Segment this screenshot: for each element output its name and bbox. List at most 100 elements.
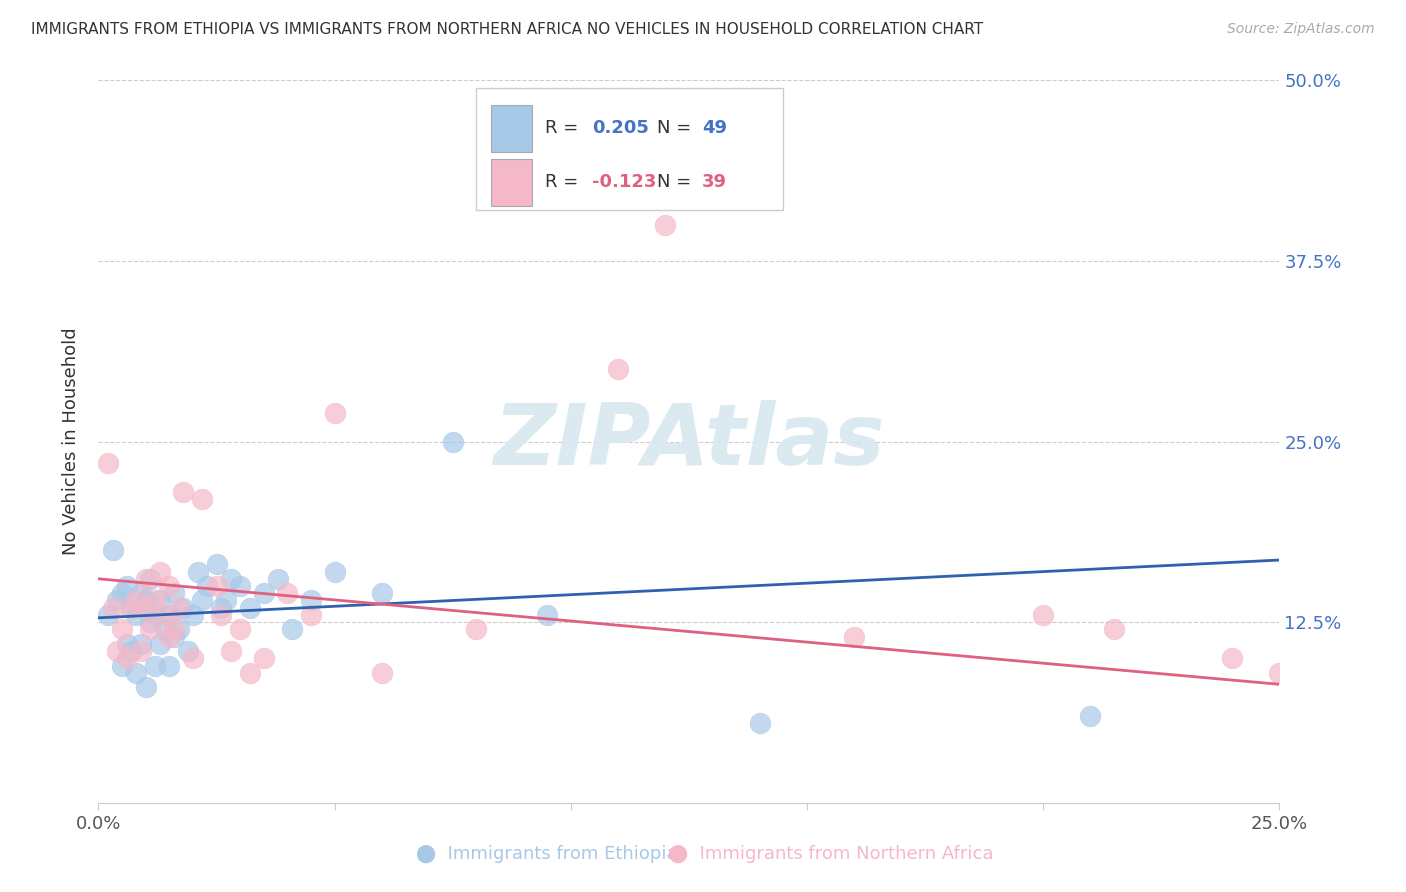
Point [371, 586, 394, 600]
Text: 39: 39 [702, 173, 727, 192]
Point [129, 644, 152, 658]
FancyBboxPatch shape [477, 87, 783, 211]
Point [125, 593, 148, 607]
Text: Source: ZipAtlas.com: Source: ZipAtlas.com [1227, 22, 1375, 37]
Point [299, 593, 322, 607]
Text: N =: N = [657, 173, 697, 192]
Point [323, 565, 346, 579]
Point [139, 623, 162, 637]
Text: ⬤  Immigrants from Northern Africa: ⬤ Immigrants from Northern Africa [668, 844, 994, 863]
Point [135, 593, 157, 607]
Point [654, 218, 676, 232]
Point [135, 600, 157, 615]
Point [97, 456, 120, 470]
Text: 49: 49 [702, 120, 727, 137]
Point [105, 593, 128, 607]
Point [163, 630, 186, 644]
Text: R =: R = [546, 120, 583, 137]
Text: ⬤  Immigrants from Ethiopia: ⬤ Immigrants from Ethiopia [416, 844, 678, 863]
Point [607, 362, 630, 376]
Point [209, 600, 232, 615]
Point [219, 644, 242, 658]
Point [1220, 651, 1243, 665]
Point [143, 593, 166, 607]
Point [157, 579, 180, 593]
Point [135, 572, 157, 586]
Point [191, 492, 214, 507]
Text: ZIPAtlas: ZIPAtlas [494, 400, 884, 483]
Point [253, 586, 276, 600]
Point [143, 658, 166, 673]
Text: R =: R = [546, 173, 583, 192]
Point [536, 607, 558, 622]
Point [121, 600, 143, 615]
Point [153, 623, 176, 637]
Point [215, 593, 238, 607]
Point [1032, 607, 1054, 622]
Point [111, 623, 134, 637]
Point [105, 644, 128, 658]
Point [163, 623, 186, 637]
Point [97, 607, 120, 622]
Y-axis label: No Vehicles in Household: No Vehicles in Household [62, 327, 80, 556]
Point [748, 716, 770, 731]
Point [229, 579, 252, 593]
Point [143, 607, 166, 622]
Point [172, 485, 194, 500]
Text: IMMIGRANTS FROM ETHIOPIA VS IMMIGRANTS FROM NORTHERN AFRICA NO VEHICLES IN HOUSE: IMMIGRANTS FROM ETHIOPIA VS IMMIGRANTS F… [31, 22, 983, 37]
Point [239, 600, 262, 615]
Point [135, 680, 157, 694]
Point [101, 600, 124, 615]
Point [281, 623, 304, 637]
Point [149, 565, 172, 579]
Point [209, 607, 232, 622]
Point [139, 572, 162, 586]
Point [125, 665, 148, 680]
Point [167, 623, 190, 637]
Point [157, 607, 180, 622]
Point [299, 607, 322, 622]
Text: N =: N = [657, 120, 697, 137]
Point [125, 607, 148, 622]
Point [121, 644, 143, 658]
Point [253, 651, 276, 665]
Point [121, 600, 143, 615]
Point [465, 623, 488, 637]
Point [181, 651, 204, 665]
Point [219, 572, 242, 586]
Point [1102, 623, 1125, 637]
Point [115, 579, 138, 593]
Point [172, 600, 194, 615]
Point [129, 637, 152, 651]
Point [323, 406, 346, 420]
Point [181, 607, 204, 622]
Point [844, 630, 866, 644]
Point [163, 586, 186, 600]
Point [239, 665, 262, 680]
Point [1268, 665, 1291, 680]
Point [441, 434, 464, 449]
Point [191, 593, 214, 607]
Point [157, 658, 180, 673]
Point [111, 586, 134, 600]
Point [195, 579, 218, 593]
FancyBboxPatch shape [491, 105, 531, 153]
Text: -0.123: -0.123 [592, 173, 657, 192]
Point [129, 586, 152, 600]
Text: 0.205: 0.205 [592, 120, 650, 137]
Point [229, 623, 252, 637]
Point [177, 644, 200, 658]
Point [139, 615, 162, 630]
Point [205, 579, 228, 593]
Point [115, 637, 138, 651]
Point [167, 600, 190, 615]
Point [187, 565, 209, 579]
Point [276, 586, 298, 600]
Point [205, 558, 228, 572]
FancyBboxPatch shape [491, 160, 531, 206]
Point [111, 658, 134, 673]
Point [149, 593, 172, 607]
Point [149, 637, 172, 651]
Point [101, 542, 124, 557]
Point [115, 651, 138, 665]
